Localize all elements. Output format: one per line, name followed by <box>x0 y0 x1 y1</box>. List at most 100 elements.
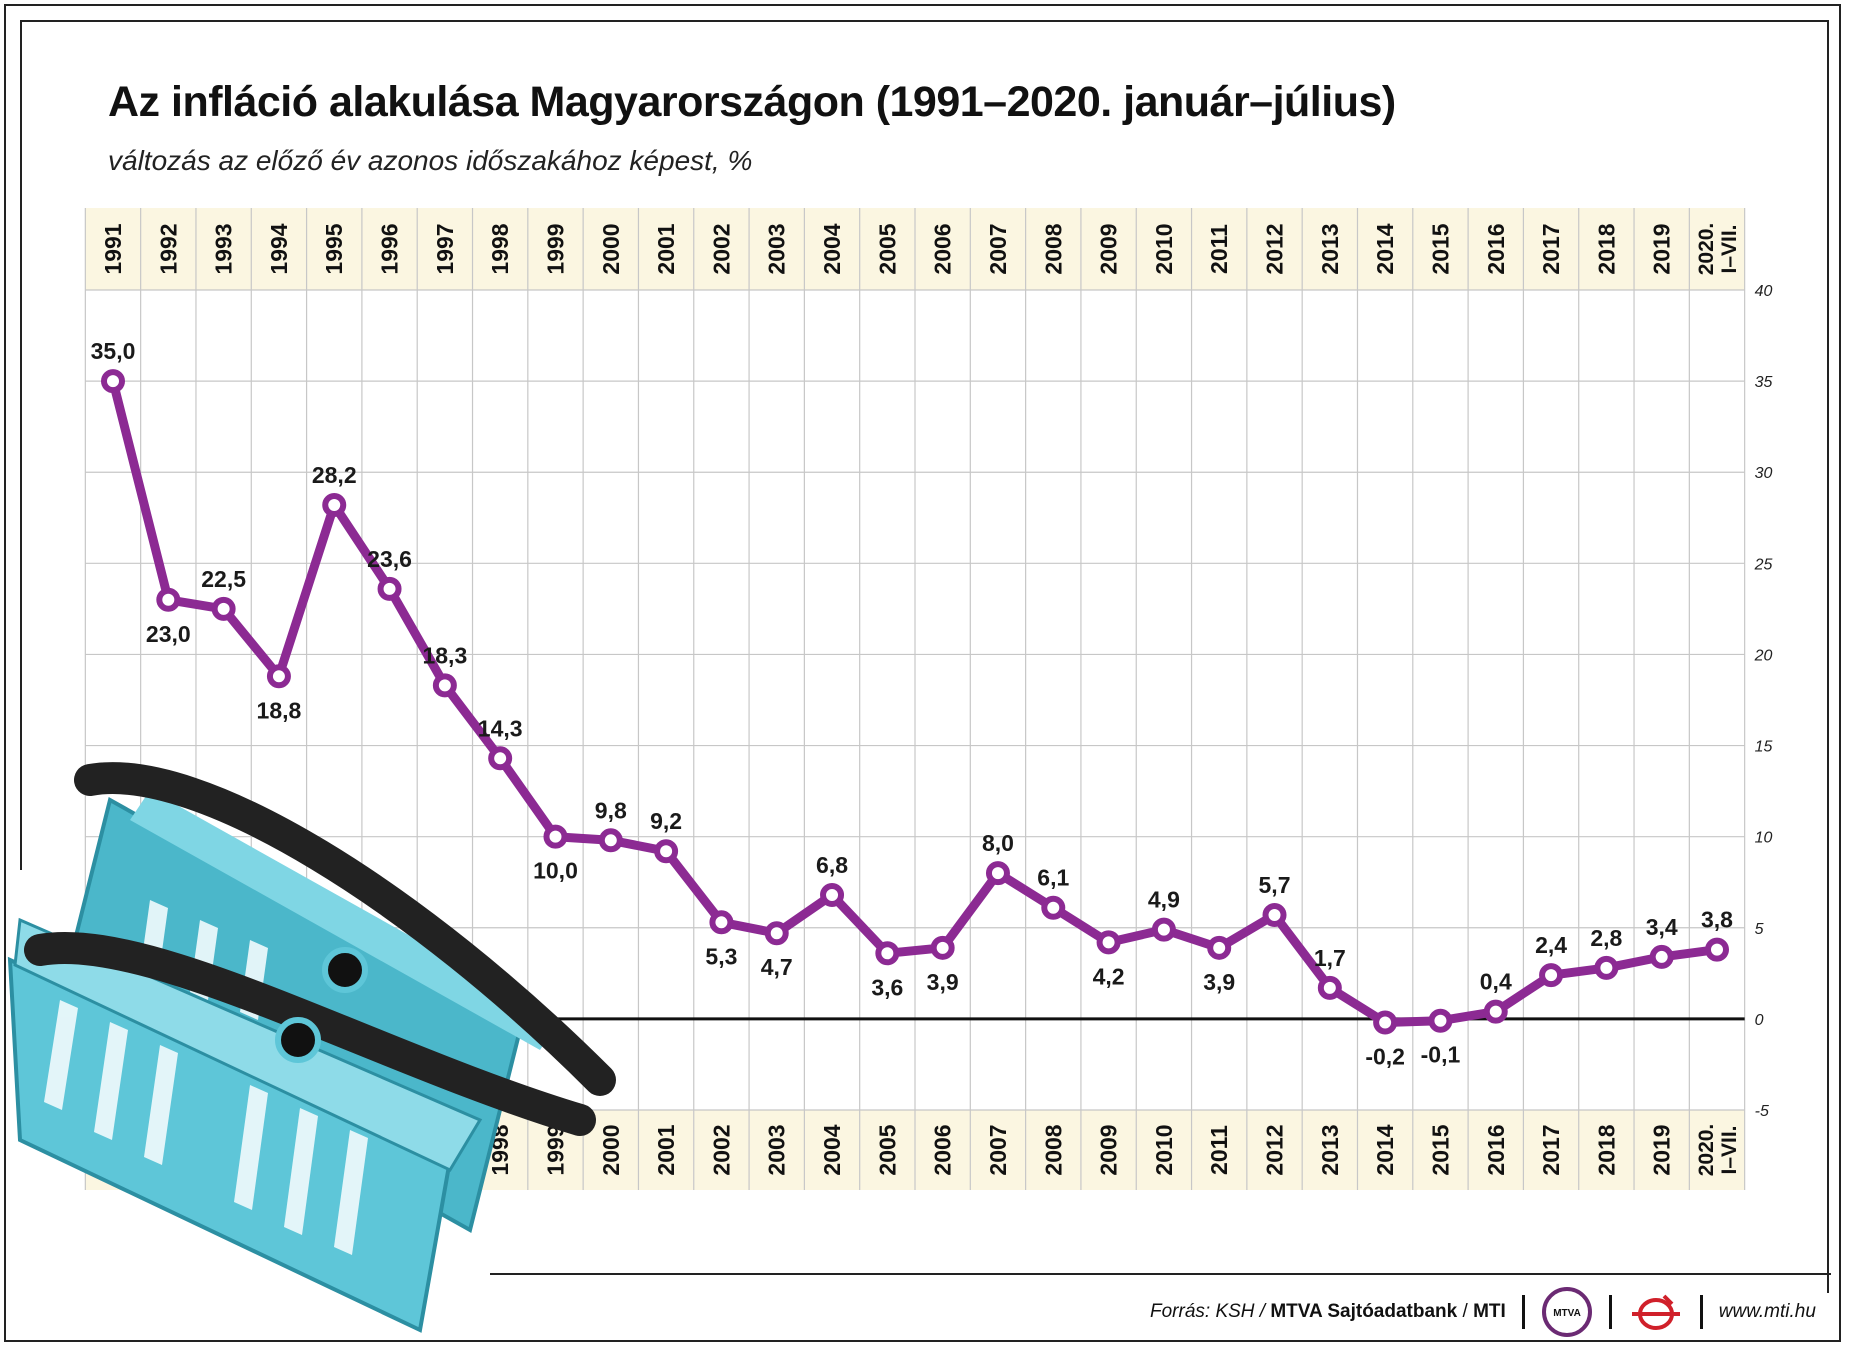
data-point <box>322 493 347 518</box>
top-year-label: 1992 <box>155 223 181 274</box>
year-label-text: 1999 <box>542 1124 568 1175</box>
data-point <box>820 882 845 907</box>
data-label: 1,7 <box>1314 945 1346 971</box>
year-label-text: 1993 <box>211 223 237 274</box>
year-label-text: 2015 <box>1427 223 1453 274</box>
top-year-label: 2010 <box>1151 223 1177 274</box>
bottom-year-label: 2002 <box>708 1124 734 1175</box>
top-year-label: 2004 <box>819 223 845 274</box>
data-label: 5,7 <box>1259 872 1291 898</box>
bottom-year-label: 2000 <box>598 1124 624 1175</box>
year-label-text: 1999 <box>542 223 568 274</box>
year-label-text: 1994 <box>266 223 292 274</box>
top-year-label: 2009 <box>1096 223 1122 274</box>
top-year-label: 2008 <box>1040 223 1066 274</box>
top-year-label: 2003 <box>764 223 790 274</box>
year-label-text: 2006 <box>930 1124 956 1175</box>
top-year-label: 2015 <box>1427 223 1453 274</box>
data-label: 22,5 <box>201 566 246 592</box>
data-label: -0,1 <box>1421 1042 1461 1068</box>
bottom-year-label: 2016 <box>1483 1124 1509 1175</box>
year-label-text: I–VII. <box>1718 1125 1741 1174</box>
year-label-text: 2010 <box>1151 1124 1177 1175</box>
footer-divider <box>1521 1295 1525 1329</box>
year-label-text: 2015 <box>1427 1124 1453 1175</box>
year-label-text: 2009 <box>1096 1124 1122 1175</box>
bottom-year-label: 2020. I–VII. <box>1695 1124 1741 1177</box>
data-point <box>985 861 1010 886</box>
top-year-label: 1997 <box>432 223 458 274</box>
data-label: 5,3 <box>705 943 737 969</box>
data-label: 3,4 <box>1646 914 1678 940</box>
data-label: 2,8 <box>1590 925 1622 951</box>
top-year-label: 2011 <box>1206 224 1232 274</box>
y-tick-label: 30 <box>1755 465 1773 482</box>
top-year-label: 2014 <box>1372 223 1398 274</box>
data-point <box>377 576 402 601</box>
year-label-text: I–VII. <box>1718 224 1741 273</box>
data-point <box>598 828 623 853</box>
year-label-text: 2010 <box>1151 223 1177 274</box>
bottom-year-label: 2006 <box>930 1124 956 1175</box>
y-tick-label: 10 <box>1755 830 1773 847</box>
data-label: 9,2 <box>650 808 682 834</box>
data-label: 3,6 <box>871 974 903 1000</box>
data-label: 18,8 <box>257 697 302 723</box>
top-year-label: 2005 <box>874 223 900 274</box>
outer-frame <box>4 4 1841 1342</box>
bottom-year-label: 2008 <box>1040 1124 1066 1175</box>
year-label-text: 2000 <box>598 223 624 274</box>
year-label-text: 2013 <box>1317 1124 1343 1175</box>
year-label-text: 2001 <box>653 223 679 274</box>
year-label-text: 1995 <box>321 223 347 274</box>
data-label: 4,7 <box>761 954 793 980</box>
data-label: 4,9 <box>1148 887 1180 913</box>
year-label-text: 1991 <box>100 223 126 274</box>
y-axis-ticks: 40 35 30 25 20 15 10 5 0 -5 <box>1754 283 1773 1120</box>
year-label-text: 2005 <box>874 223 900 274</box>
chart-frame-bottom <box>490 1273 1831 1275</box>
chart-frame <box>20 20 1829 1293</box>
top-year-label: 2013 <box>1317 223 1343 274</box>
top-year-label: 1996 <box>377 223 403 274</box>
year-label-text: 2003 <box>764 1124 790 1175</box>
year-label-text: 2001 <box>653 1124 679 1175</box>
bottom-year-label: 1999 <box>542 1124 568 1175</box>
data-point <box>1262 903 1287 928</box>
website-url: www.mti.hu <box>1718 1301 1816 1322</box>
year-label-text: 2007 <box>985 1124 1011 1175</box>
agency-separator: / <box>1462 1301 1468 1322</box>
top-year-label: 2007 <box>985 223 1011 274</box>
year-label-text: 2016 <box>1483 223 1509 274</box>
y-tick-label: 15 <box>1755 739 1773 756</box>
data-point <box>156 587 181 612</box>
data-label: 0,4 <box>1480 969 1512 995</box>
top-year-label: 2017 <box>1538 223 1564 274</box>
data-point <box>432 673 457 698</box>
data-label: 6,8 <box>816 852 848 878</box>
data-point <box>1483 999 1508 1024</box>
top-year-label: 2002 <box>708 223 734 274</box>
data-label: 35,0 <box>91 338 136 364</box>
bottom-year-label: 2007 <box>985 1124 1011 1175</box>
year-label-text: 2002 <box>708 1124 734 1175</box>
bottom-year-label: 2019 <box>1649 1124 1675 1175</box>
year-label-text: 2020. <box>1695 1124 1718 1177</box>
year-label-text: 2020. <box>1695 223 1718 276</box>
data-label: 6,1 <box>1037 865 1069 891</box>
year-label-text: 2004 <box>819 1124 845 1175</box>
y-tick-label: 0 <box>1755 1012 1764 1029</box>
data-label: 10,0 <box>533 858 578 884</box>
data-point <box>1594 955 1619 980</box>
year-label-text: 2018 <box>1593 1124 1619 1175</box>
top-year-label: 2020. I–VII. <box>1695 223 1741 276</box>
bottom-year-label: 2012 <box>1262 1124 1288 1175</box>
y-tick-label: 20 <box>1754 647 1773 664</box>
top-year-label: 2000 <box>598 223 624 274</box>
chart-title: Az infláció alakulása Magyarországon (19… <box>108 78 1396 126</box>
year-label-text: 2019 <box>1649 223 1675 274</box>
year-label-text: 2014 <box>1372 1124 1398 1175</box>
data-point <box>101 369 125 394</box>
data-points <box>101 369 1729 1035</box>
data-point <box>764 921 789 946</box>
